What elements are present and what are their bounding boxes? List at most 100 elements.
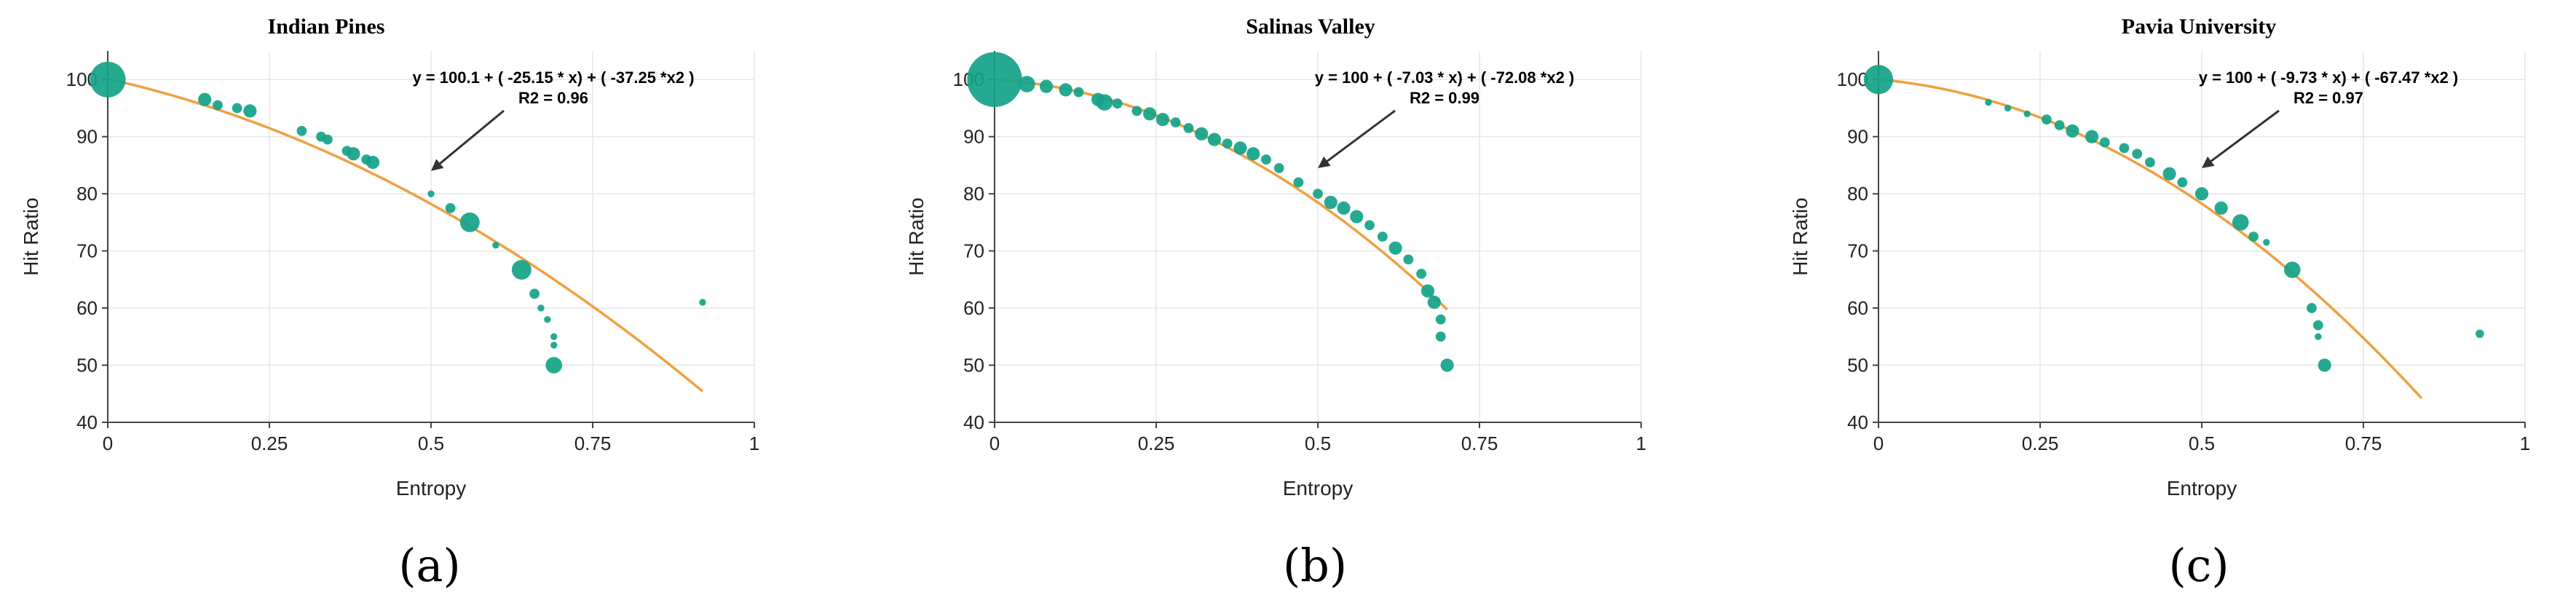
regression-equation: y = 100 + ( -7.03 * x) + ( -72.08 *x2 ) [1315,68,1575,87]
data-point [1427,296,1441,309]
data-point [2194,187,2209,201]
data-point [1377,232,1388,242]
trendline [1878,78,2423,400]
data-point [1222,138,1233,149]
data-point [2312,320,2323,331]
y-tick-label: 60 [76,297,98,319]
data-point [90,61,126,98]
data-point [1293,177,1304,188]
x-tick-label: 0 [103,433,113,454]
data-point [232,103,242,114]
data-point [550,341,558,349]
data-point [2162,167,2176,181]
annotation-arrow-head [2202,156,2215,168]
x-tick-label: 0.25 [251,433,288,454]
y-tick-label: 40 [76,411,98,433]
data-point [366,155,380,170]
data-point [2132,149,2143,159]
data-point [1350,210,1364,224]
data-point [529,288,540,299]
data-point [2315,333,2322,341]
x-tick-label: 0 [989,433,1000,454]
x-axis-label: Entropy [2167,477,2237,499]
data-point [1337,201,1351,215]
data-point [2054,120,2065,130]
data-point [323,134,333,145]
y-axis-label: Hit Ratio [1789,197,1812,275]
data-point [2284,261,2301,278]
x-tick-label: 0.75 [1461,433,1498,454]
annotation-arrow [439,109,505,165]
annotation-arrow-head [431,159,444,171]
panel-label-b: (b) [1282,539,1348,592]
y-tick-label: 70 [963,240,984,262]
data-point [492,242,499,249]
y-tick-label: 60 [1847,297,1868,319]
data-point [1324,195,1338,210]
data-point [2318,358,2331,372]
y-tick-label: 90 [963,126,984,148]
data-point [2248,232,2259,242]
data-point [1364,220,1375,231]
data-point [1143,107,1157,121]
y-tick-label: 80 [76,183,98,205]
y-tick-label: 70 [1847,240,1868,262]
chart-panel-c: 40 50 60 70 80 90 100 0 0.25 0.5 0.75 1 Pavia Unive… [1718,0,2576,616]
data-point [511,260,532,280]
data-point [2476,329,2484,339]
x-tick-label: 0.5 [1305,433,1331,454]
regression-equation: y = 100 + ( -9.73 * x) + ( -67.47 *x2 ) [2199,68,2459,87]
x-axis-label: Entropy [396,477,467,499]
chart-title: Salinas Valley [1246,15,1375,39]
data-point [1170,117,1181,127]
y-axis-label: Hit Ratio [905,197,928,275]
trendline [107,77,704,392]
data-point [2263,239,2270,246]
data-point [537,304,545,312]
x-tick-label: 1 [2520,433,2530,454]
chart-panel-a: 40 50 60 70 80 90 100 0 0.25 0.5 0.75 1 Indian Pine… [0,0,859,616]
data-point [427,190,435,197]
data-point [1435,331,1446,342]
y-tick-label: 80 [963,183,984,205]
x-tick-label: 0.75 [574,433,612,454]
data-point [198,92,212,106]
x-tick-label: 0.75 [2345,433,2382,454]
data-point [2119,143,2130,154]
data-point [2066,124,2079,138]
data-point [2099,137,2110,148]
fit-curve [107,77,704,392]
data-point [1039,79,1054,93]
data-point [296,125,307,136]
y-tick-label: 70 [76,240,98,262]
data-point [2041,114,2052,125]
data-point [1261,154,1271,165]
data-point [445,202,456,213]
data-point [1985,98,1992,106]
data-point [1207,133,1222,146]
y-tick-label: 40 [1847,411,1868,433]
data-point [1096,94,1113,111]
panel-label-c: (c) [2168,539,2229,592]
data-point [2085,130,2099,143]
y-tick-label: 50 [963,355,984,376]
data-point [1131,106,1142,117]
r-squared-label: R2 = 0.96 [518,89,588,107]
data-point [2145,157,2155,167]
data-point [1155,113,1169,127]
data-point [2023,110,2031,118]
data-point [1421,284,1435,298]
data-point [1112,98,1123,109]
data-points [1863,65,2484,372]
data-point [213,100,223,111]
data-point [2004,104,2012,112]
regression-equation: y = 100.1 + ( -25.15 * x) + ( -37.25 *x2… [412,68,694,87]
data-point [544,316,551,323]
data-point [1195,127,1209,141]
x-tick-label: 0.5 [2189,433,2215,454]
data-point [1435,314,1446,325]
panel-label-a: (a) [398,539,461,592]
